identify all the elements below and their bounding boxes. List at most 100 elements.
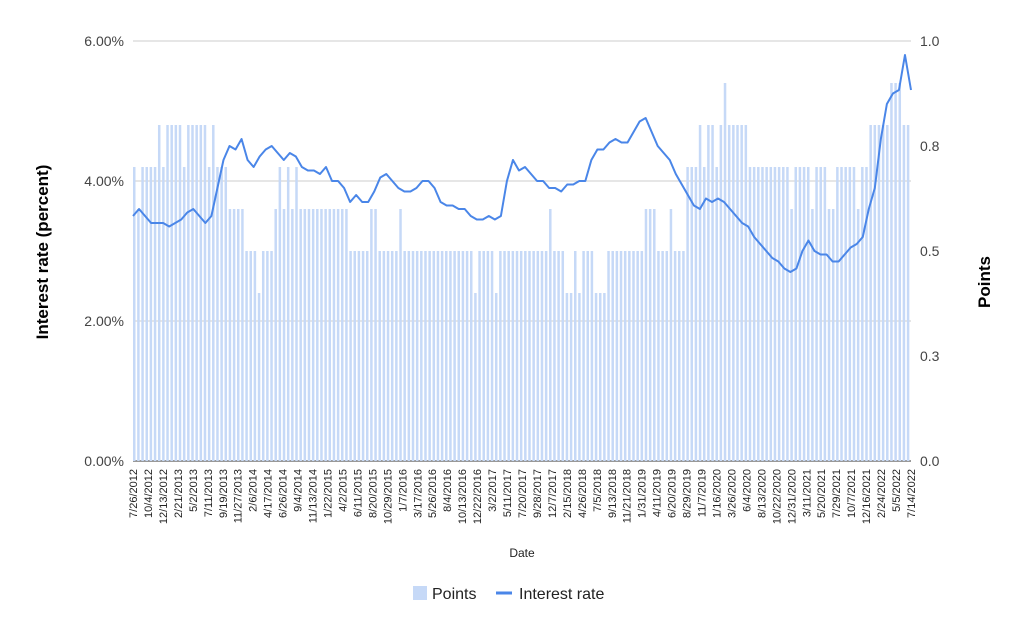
points-bar (694, 167, 698, 461)
points-bar (877, 125, 881, 461)
points-bar (619, 251, 623, 461)
points-bar (365, 251, 369, 461)
points-bar (798, 167, 802, 461)
x-tick-label: 9/13/2018 (607, 469, 619, 518)
left-tick-label: 0.00% (84, 453, 124, 469)
points-bars (133, 83, 910, 461)
points-bar (424, 251, 427, 461)
points-bar (345, 209, 348, 461)
points-bar (170, 125, 173, 461)
points-bar (569, 293, 573, 461)
points-bar (270, 251, 273, 461)
points-bar (544, 251, 548, 461)
points-bar (461, 251, 465, 461)
x-tick-label: 3/26/2020 (726, 469, 738, 518)
points-bar (852, 167, 856, 461)
points-bar (865, 167, 868, 461)
points-bar (257, 293, 261, 461)
points-bar (191, 125, 194, 461)
points-bar (519, 251, 523, 461)
x-tick-label: 1/31/2019 (637, 469, 649, 518)
points-bar (261, 251, 265, 461)
points-bar (207, 167, 211, 461)
points-bar (586, 251, 589, 461)
points-bar (873, 125, 877, 461)
points-bar (266, 251, 269, 461)
points-bar (332, 209, 336, 461)
points-bar (490, 251, 494, 461)
points-bar (611, 251, 614, 461)
x-tick-label: 4/11/2019 (652, 469, 664, 517)
points-bar (499, 251, 502, 461)
x-tick-label: 5/20/2021 (816, 469, 828, 518)
points-bar (195, 125, 198, 461)
left-axis-title: Interest rate (percent) (33, 165, 52, 340)
points-bar (524, 251, 527, 461)
left-tick-label: 6.00% (84, 33, 124, 49)
x-tick-label: 11/13/2014 (308, 469, 320, 523)
points-bar (286, 167, 290, 461)
x-tick-label: 3/17/2016 (412, 469, 424, 518)
points-bar (844, 167, 847, 461)
points-bar (640, 251, 644, 461)
points-bar (682, 251, 685, 461)
points-bar (503, 251, 506, 461)
right-tick-label: 1.0 (920, 33, 940, 49)
x-tick-label: 7/20/2017 (517, 469, 529, 518)
points-bar (890, 83, 893, 461)
points-bar (153, 167, 157, 461)
points-bar (715, 167, 718, 461)
points-bar (532, 251, 535, 461)
points-bar (174, 125, 178, 461)
points-bar (827, 209, 831, 461)
points-bar (440, 251, 444, 461)
x-tick-label: 10/29/2015 (382, 469, 394, 524)
points-bar (249, 251, 252, 461)
points-bar (594, 293, 598, 461)
points-bar (303, 209, 307, 461)
x-tick-label: 2/24/2022 (876, 469, 888, 518)
x-tick-label: 8/4/2016 (442, 469, 454, 512)
points-bar (357, 251, 361, 461)
legend-points-swatch (413, 586, 427, 600)
points-bar (615, 251, 619, 461)
points-bar (445, 251, 448, 461)
x-tick-label: 6/20/2019 (667, 469, 679, 518)
x-tick-label: 8/13/2020 (756, 469, 768, 518)
points-bar (607, 251, 610, 461)
x-tick-label: 4/17/2014 (263, 469, 275, 518)
x-tick-label: 10/4/2012 (143, 469, 155, 518)
left-tick-label: 2.00% (84, 313, 124, 329)
points-bar (557, 251, 560, 461)
points-bar (582, 251, 585, 461)
points-bar (736, 125, 739, 461)
points-bar (511, 251, 515, 461)
points-bar (786, 167, 789, 461)
points-bar (553, 251, 556, 461)
points-bar (291, 209, 294, 461)
x-tick-label: 7/14/2022 (906, 469, 918, 518)
x-tick-label: 2/21/2013 (173, 469, 185, 518)
x-tick-label: 5/5/2022 (891, 469, 903, 512)
points-bar (894, 83, 897, 461)
points-bar (840, 167, 843, 461)
points-bar (881, 125, 885, 461)
points-bar (457, 251, 461, 461)
points-bar (707, 125, 710, 461)
points-bar (628, 251, 631, 461)
points-bar (274, 209, 277, 461)
right-tick-label: 0.8 (920, 138, 940, 154)
points-bar (515, 251, 519, 461)
points-bar (902, 125, 906, 461)
points-bar (723, 83, 727, 461)
points-bar (149, 167, 153, 461)
points-bar (336, 209, 340, 461)
right-tick-label: 0.5 (920, 243, 940, 259)
points-bar (540, 251, 544, 461)
points-bar (295, 167, 298, 461)
points-bar (216, 167, 219, 461)
points-bar (861, 167, 864, 461)
points-bar (507, 251, 510, 461)
x-tick-label: 9/28/2017 (532, 469, 544, 518)
points-bar (598, 293, 602, 461)
